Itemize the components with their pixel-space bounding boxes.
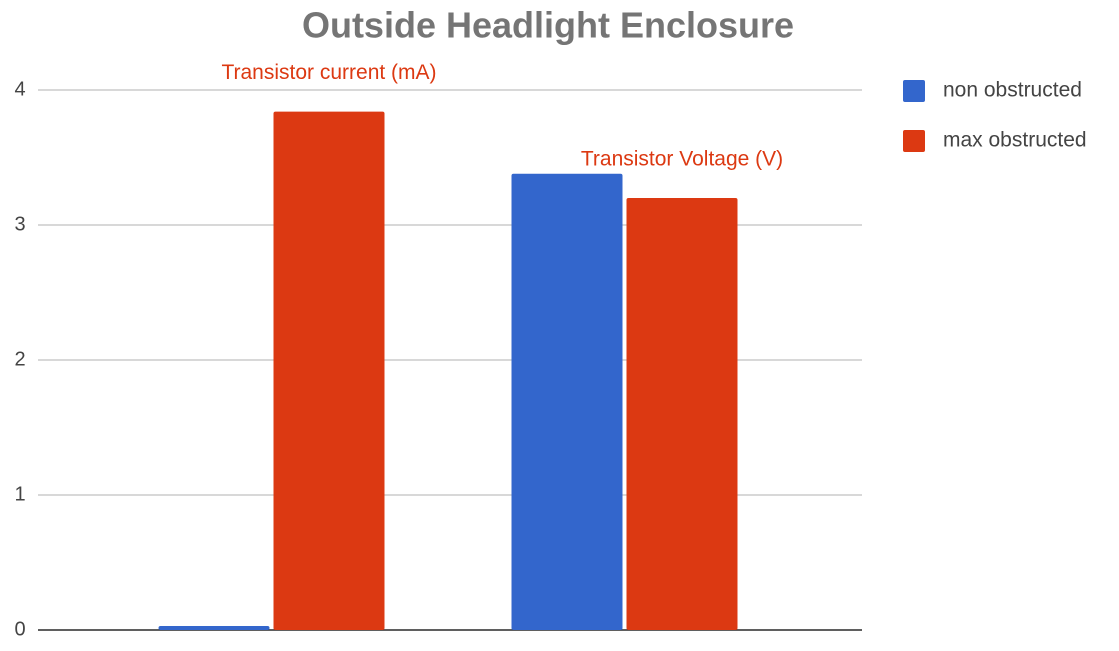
- annotation: Transistor Voltage (V): [581, 148, 783, 171]
- bar: [511, 173, 623, 630]
- y-tick-label: 3: [14, 213, 25, 235]
- legend-label: max obstructed: [943, 129, 1087, 152]
- y-tick-label: 1: [14, 483, 25, 505]
- y-tick-label: 2: [14, 348, 25, 370]
- bar: [626, 198, 738, 630]
- bar: [273, 111, 385, 631]
- legend-swatch: [903, 80, 925, 102]
- bar: [158, 625, 270, 630]
- y-tick-label: 0: [14, 618, 25, 640]
- legend-label: non obstructed: [943, 79, 1082, 102]
- legend-swatch: [903, 130, 925, 152]
- y-tick-label: 4: [14, 78, 25, 100]
- annotation: Transistor current (mA): [221, 61, 436, 84]
- chart-title: Outside Headlight Enclosure: [302, 5, 794, 46]
